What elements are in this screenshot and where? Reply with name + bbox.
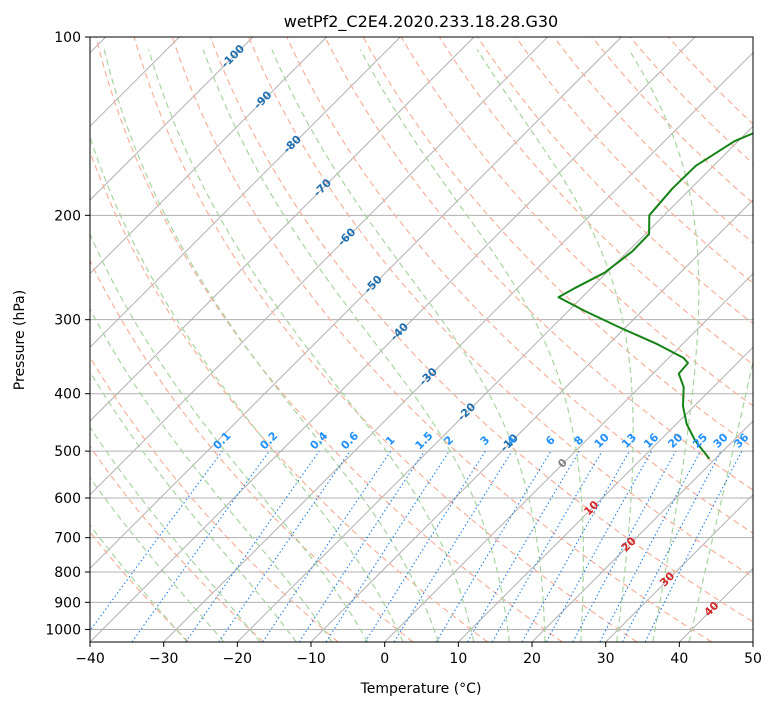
dry-adiabat bbox=[286, 37, 753, 534]
isotherm-gridline bbox=[90, 37, 696, 642]
x-tick-label: 30 bbox=[597, 651, 615, 667]
isotherm-gridline bbox=[457, 346, 753, 642]
mixing-ratio-line bbox=[325, 450, 450, 642]
mixing-ratio-line bbox=[393, 450, 513, 642]
moist-adiabat bbox=[628, 49, 700, 642]
moist-adiabat bbox=[103, 49, 440, 642]
mixing-ratio-line bbox=[90, 450, 223, 632]
y-tick-label: 1000 bbox=[45, 622, 81, 638]
chart-title: wetPf2_C2E4.2020.233.18.28.G30 bbox=[284, 12, 558, 32]
mixing-ratio-line bbox=[262, 450, 392, 642]
x-tick-label: 40 bbox=[670, 651, 688, 667]
x-tick-label: −20 bbox=[223, 651, 253, 667]
dry-adiabat bbox=[248, 37, 753, 578]
dewpoint-profile-line bbox=[557, 132, 753, 460]
x-tick-label: 10 bbox=[449, 651, 467, 667]
moist-adiabat bbox=[90, 232, 369, 642]
dry-adiabat bbox=[591, 37, 753, 204]
x-axis-label: Temperature (°C) bbox=[360, 681, 482, 697]
y-axis-label: Pressure (hPa) bbox=[12, 290, 28, 390]
x-tick-label: −30 bbox=[149, 651, 179, 667]
x-tick-label: −40 bbox=[75, 651, 105, 667]
mixing-ratio-line bbox=[521, 450, 630, 642]
plot-frame bbox=[89, 36, 754, 643]
dry-adiabat bbox=[171, 37, 713, 642]
isotherm-gridline bbox=[90, 37, 475, 422]
isotherm-gridline bbox=[90, 37, 328, 275]
isotherm-gridline bbox=[90, 37, 549, 496]
isotherm-gridline bbox=[90, 37, 622, 570]
moist-adiabat bbox=[90, 524, 188, 642]
mixing-ratio-line bbox=[131, 450, 270, 642]
dry-adiabat bbox=[90, 445, 264, 642]
y-tick-label: 500 bbox=[54, 444, 81, 460]
y-tick-label: 300 bbox=[54, 313, 81, 329]
y-tick-label: 800 bbox=[54, 565, 81, 581]
dry-adiabat bbox=[90, 150, 488, 642]
dry-adiabat bbox=[400, 37, 753, 407]
moist-adiabat bbox=[271, 49, 546, 642]
moist-adiabat bbox=[202, 49, 510, 642]
x-tick-label: −10 bbox=[296, 651, 326, 667]
y-tick-label: 400 bbox=[54, 387, 81, 403]
mixing-ratio-line bbox=[218, 450, 351, 642]
x-tick-label: 0 bbox=[380, 651, 389, 667]
isotherm-gridline bbox=[90, 37, 254, 201]
isotherm-gridline bbox=[384, 272, 753, 642]
mixing-ratio-line bbox=[298, 450, 425, 642]
moist-adiabat bbox=[90, 135, 404, 642]
isotherm-gridline bbox=[605, 493, 753, 642]
plot-content: -100-90-80-70-60-50-40-30-20-10010203040… bbox=[90, 37, 753, 642]
plot-area bbox=[90, 37, 753, 642]
dry-adiabat bbox=[95, 37, 563, 642]
mixing-ratio-line bbox=[644, 450, 743, 642]
x-tick-label: 20 bbox=[523, 651, 541, 667]
dry-adiabat bbox=[477, 37, 753, 325]
x-tick-label: 50 bbox=[744, 651, 762, 667]
dry-adiabat bbox=[90, 259, 414, 642]
isotherm-gridline bbox=[531, 420, 753, 642]
isotherm-gridline bbox=[90, 37, 401, 349]
mixing-ratio-line bbox=[572, 450, 677, 642]
y-tick-label: 900 bbox=[54, 595, 81, 611]
dry-adiabat bbox=[438, 37, 753, 366]
moist-adiabat bbox=[90, 476, 225, 642]
y-tick-label: 200 bbox=[54, 208, 81, 224]
isotherm-gridline bbox=[163, 51, 753, 642]
moist-adiabat bbox=[90, 370, 297, 642]
y-tick-label: 700 bbox=[54, 531, 81, 547]
mixing-ratio-line bbox=[545, 450, 653, 642]
dry-adiabat bbox=[553, 37, 753, 244]
dry-adiabat bbox=[133, 37, 638, 642]
dry-adiabat bbox=[362, 37, 753, 449]
moist-adiabat bbox=[688, 358, 753, 642]
moist-adiabat bbox=[90, 426, 261, 642]
mixing-ratio-line bbox=[185, 450, 320, 642]
y-tick-label: 600 bbox=[54, 491, 81, 507]
moist-adiabat bbox=[148, 49, 475, 642]
y-tick-label: 100 bbox=[54, 30, 81, 46]
moist-adiabat bbox=[90, 307, 333, 642]
dry-adiabat bbox=[629, 37, 753, 165]
moist-adiabat bbox=[476, 49, 634, 642]
